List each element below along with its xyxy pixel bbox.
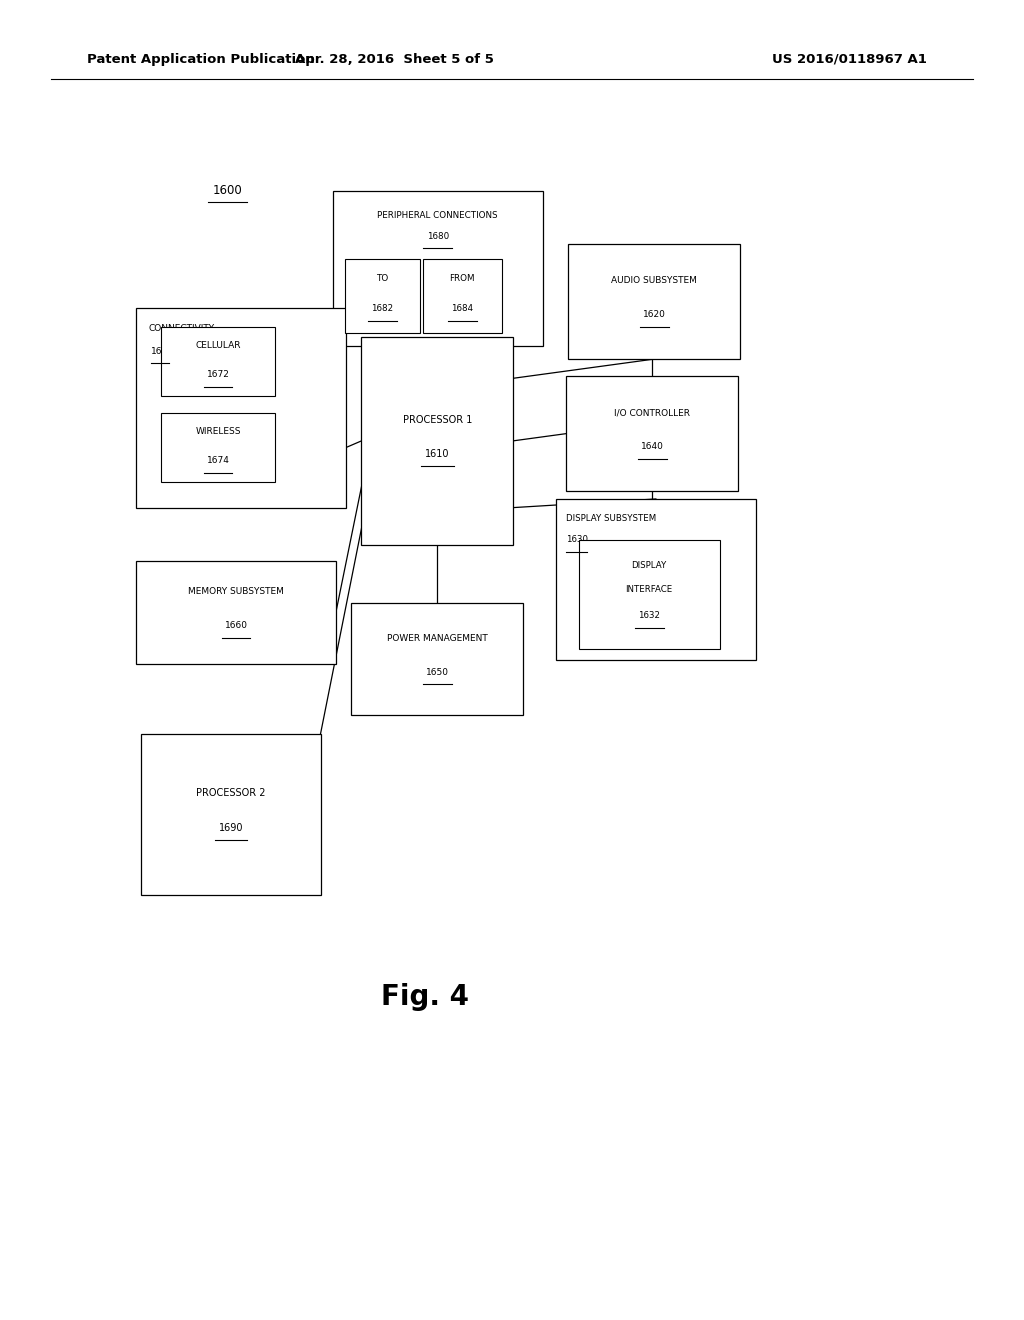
Text: TO: TO [377, 275, 388, 282]
Text: 1670: 1670 [151, 347, 173, 355]
FancyBboxPatch shape [333, 191, 543, 346]
Text: FROM: FROM [450, 275, 475, 282]
Text: MEMORY SUBSYSTEM: MEMORY SUBSYSTEM [188, 587, 284, 595]
Text: Fig. 4: Fig. 4 [381, 982, 469, 1011]
Text: 1610: 1610 [425, 449, 450, 459]
Text: DISPLAY SUBSYSTEM: DISPLAY SUBSYSTEM [566, 515, 656, 523]
Text: 1600: 1600 [212, 183, 243, 197]
FancyBboxPatch shape [351, 603, 523, 715]
Text: PROCESSOR 1: PROCESSOR 1 [402, 414, 472, 425]
Text: US 2016/0118967 A1: US 2016/0118967 A1 [772, 53, 928, 66]
FancyBboxPatch shape [568, 244, 740, 359]
FancyBboxPatch shape [161, 413, 275, 482]
FancyBboxPatch shape [423, 259, 502, 333]
FancyBboxPatch shape [556, 499, 756, 660]
Text: 1630: 1630 [566, 536, 588, 544]
Text: AUDIO SUBSYSTEM: AUDIO SUBSYSTEM [611, 276, 697, 285]
Text: Patent Application Publication: Patent Application Publication [87, 53, 314, 66]
Text: 1690: 1690 [219, 822, 243, 833]
FancyBboxPatch shape [345, 259, 420, 333]
FancyBboxPatch shape [566, 376, 738, 491]
Text: PERIPHERAL CONNECTIONS: PERIPHERAL CONNECTIONS [378, 211, 498, 219]
Text: 1660: 1660 [224, 622, 248, 630]
Text: 1672: 1672 [207, 371, 229, 379]
Text: CELLULAR: CELLULAR [196, 342, 241, 350]
Text: 1632: 1632 [638, 611, 660, 620]
FancyBboxPatch shape [136, 561, 336, 664]
Text: 1682: 1682 [372, 305, 393, 313]
FancyBboxPatch shape [579, 540, 720, 649]
Text: 1650: 1650 [426, 668, 449, 677]
Text: I/O CONTROLLER: I/O CONTROLLER [614, 408, 690, 417]
Text: Apr. 28, 2016  Sheet 5 of 5: Apr. 28, 2016 Sheet 5 of 5 [295, 53, 494, 66]
Text: 1620: 1620 [643, 310, 666, 319]
Text: 1684: 1684 [452, 305, 473, 313]
Text: CONNECTIVITY: CONNECTIVITY [148, 325, 215, 333]
Text: POWER MANAGEMENT: POWER MANAGEMENT [387, 634, 487, 643]
FancyBboxPatch shape [361, 337, 513, 545]
FancyBboxPatch shape [136, 308, 346, 508]
Text: 1674: 1674 [207, 457, 229, 465]
Text: 1640: 1640 [641, 442, 664, 451]
FancyBboxPatch shape [161, 327, 275, 396]
Text: INTERFACE: INTERFACE [626, 585, 673, 594]
Text: 1680: 1680 [427, 232, 449, 240]
Text: WIRELESS: WIRELESS [196, 428, 241, 436]
Text: DISPLAY: DISPLAY [632, 561, 667, 570]
FancyBboxPatch shape [141, 734, 321, 895]
Text: PROCESSOR 2: PROCESSOR 2 [197, 788, 265, 799]
